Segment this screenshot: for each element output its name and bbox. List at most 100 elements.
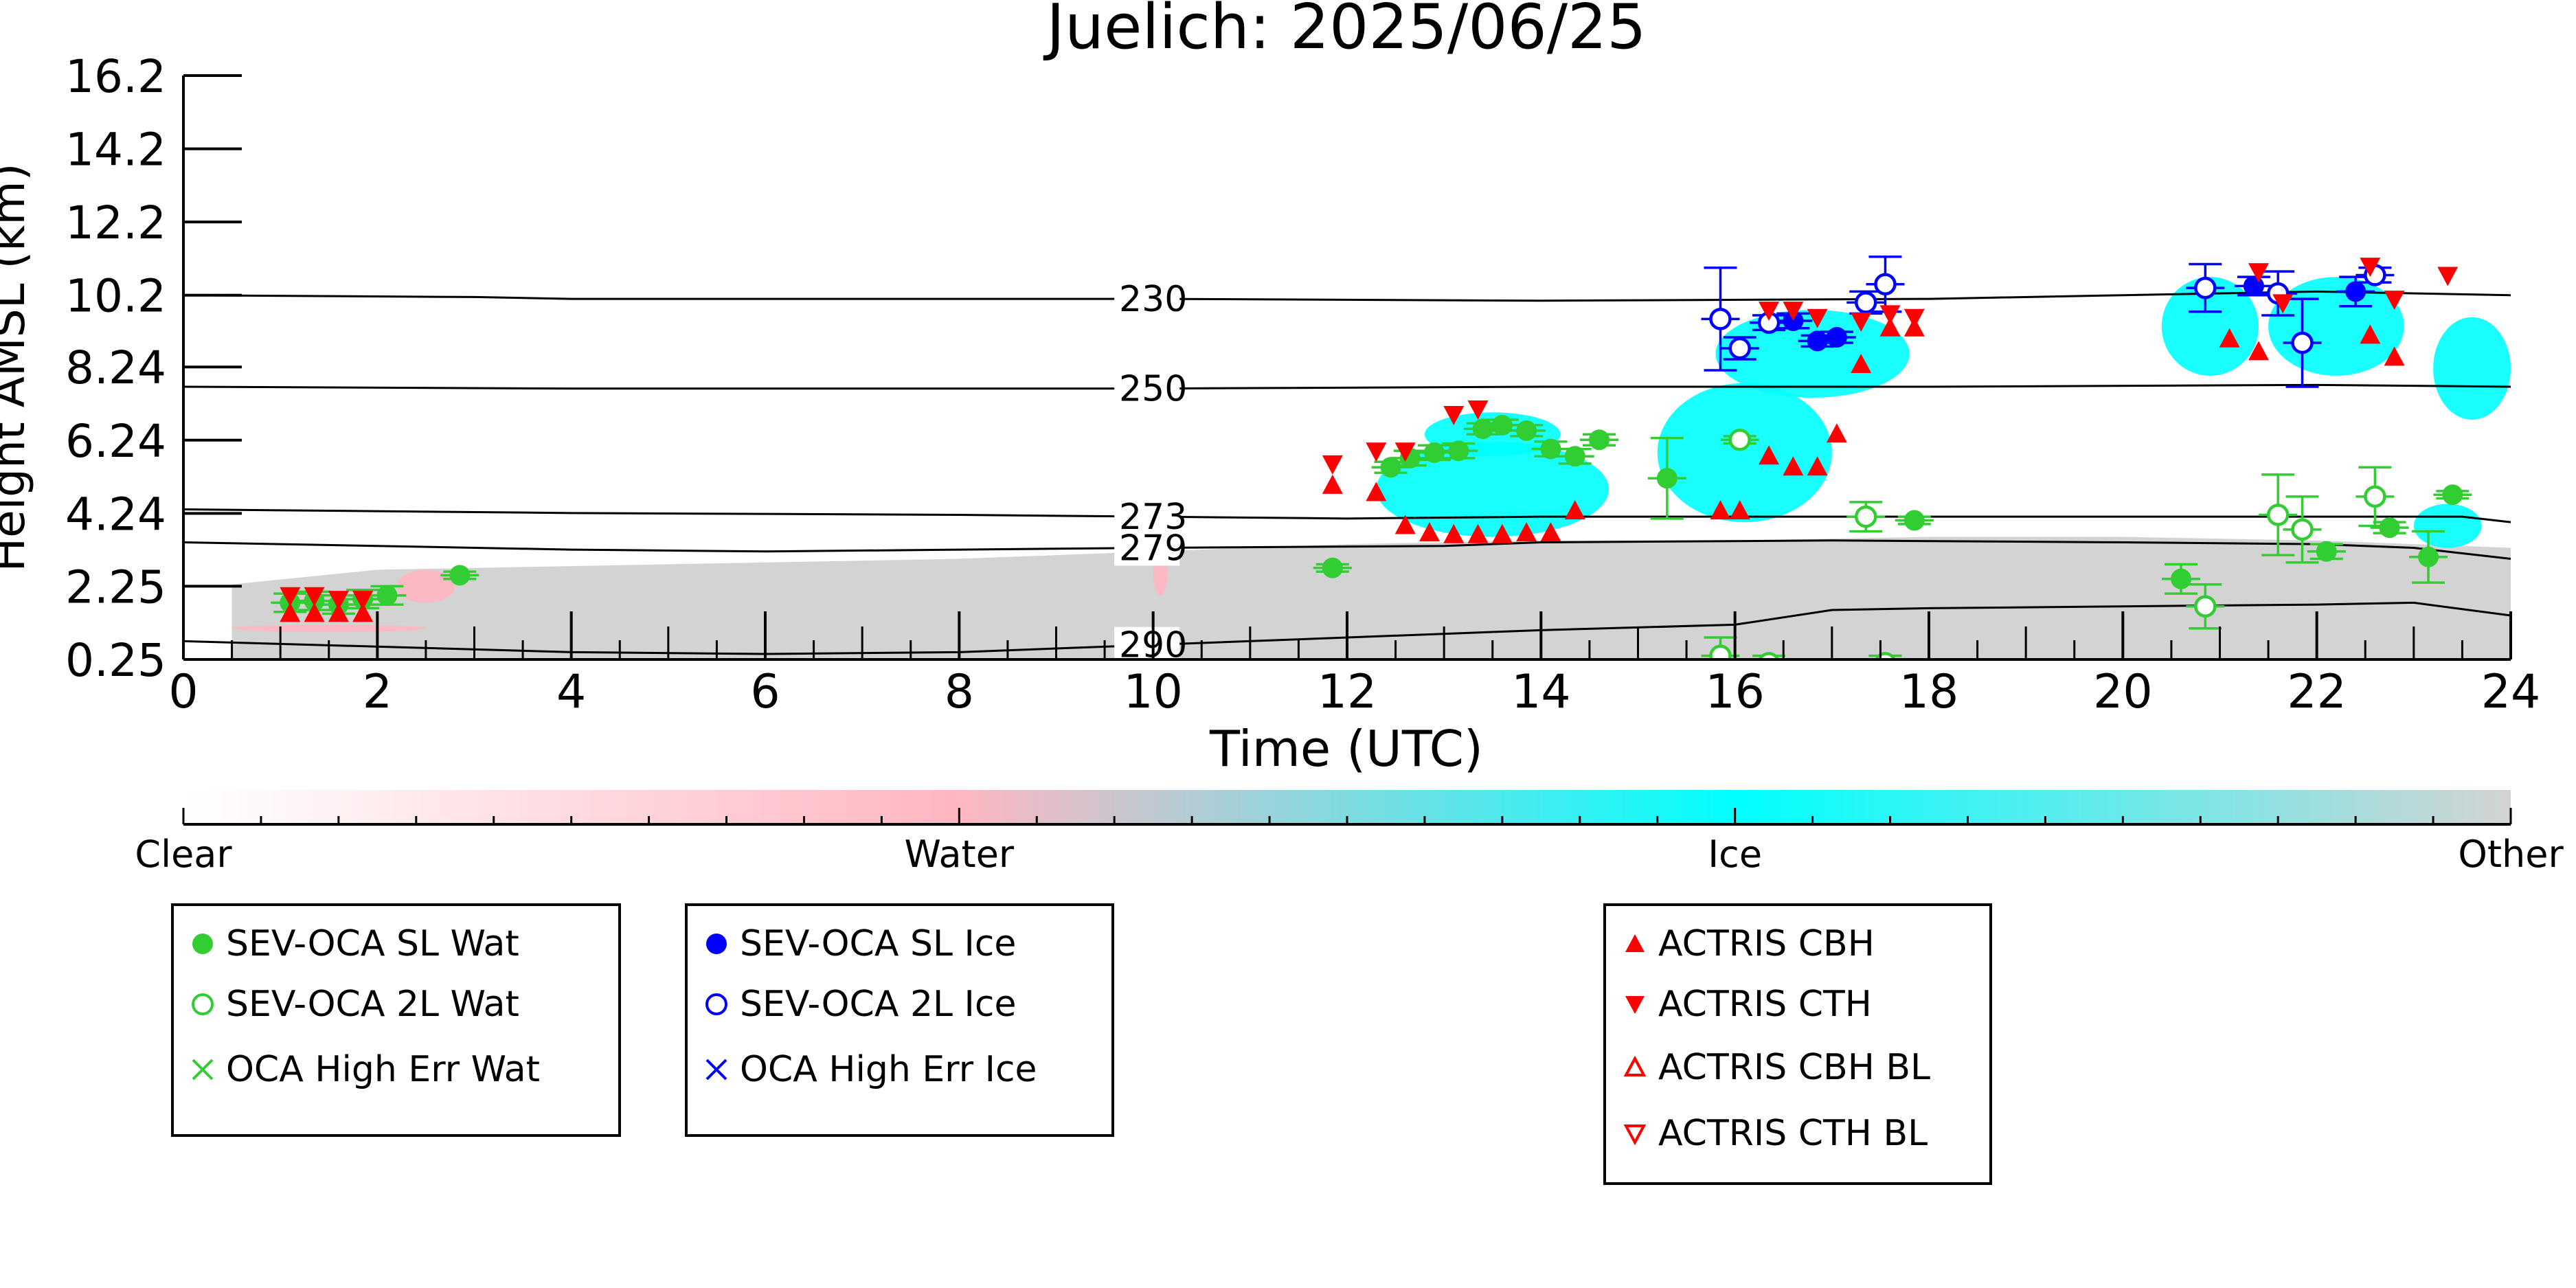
- chart-title: Juelich: 2025/06/25: [1043, 0, 1646, 63]
- isotherm-label-bg: [1114, 499, 1180, 535]
- marker-actris-cth: [1807, 308, 1828, 328]
- marker-sev-oca-sl-ice: [1826, 327, 1847, 348]
- marker-actris-cth: [1759, 302, 1780, 321]
- isotherm-line: [183, 508, 2511, 523]
- open-circle-icon: [192, 993, 214, 1015]
- marker-sev-oca-sl-wat: [2379, 517, 2400, 539]
- marker-actris-cbh: [1851, 354, 1872, 374]
- marker-sev-oca-sl-wat: [1540, 438, 1561, 460]
- marker-sev-oca-sl-ice: [1807, 330, 1828, 352]
- marker-sev-oca-sl-wat: [1448, 440, 1469, 462]
- marker-sev-oca-2l-ice: [1874, 273, 1897, 296]
- marker-actris-cbh: [1394, 515, 1416, 534]
- marker-sev-oca-2l-ice: [1728, 337, 1751, 360]
- marker-actris-cbh: [2219, 328, 2240, 348]
- region-water-blob: [396, 569, 455, 603]
- marker-sev-oca-2l-wat: [1758, 652, 1780, 659]
- legend-actris: ACTRIS CBH ACTRIS CTH ACTRIS CBH BL ACTR…: [1603, 903, 1992, 1185]
- x-tick-label: 2: [363, 665, 392, 719]
- marker-actris-cbh: [304, 602, 325, 622]
- filled-circle-icon: [192, 934, 213, 954]
- marker-actris-cth: [2384, 291, 2405, 310]
- colorbar-label: Other: [2458, 833, 2564, 876]
- marker-sev-oca-sl-wat: [2316, 541, 2337, 562]
- marker-sev-oca-2l-wat: [2291, 518, 2314, 541]
- marker-actris-cth: [2272, 294, 2294, 314]
- x-axis-label: Time (UTC): [1209, 720, 1483, 778]
- marker-actris-cbh: [2384, 346, 2405, 366]
- x-tick-label: 14: [1511, 665, 1571, 719]
- marker-actris-cth: [2437, 267, 2459, 286]
- marker-actris-cbh: [1564, 500, 1585, 520]
- marker-actris-cth: [1443, 405, 1465, 425]
- cloudnet-classification-layer: [231, 277, 2511, 659]
- axes: 0 2 4 6 8 10 12 14 16 18 20 22 24 0.252.254.246.248.…: [65, 50, 2540, 719]
- legend-item: SEV-OCA SL Wat: [188, 920, 519, 968]
- marker-actris-cbh: [1807, 456, 1828, 476]
- marker-sev-oca-sl-wat: [1424, 442, 1445, 463]
- y-tick-label: 14.2: [65, 124, 166, 177]
- open-circle-icon: [705, 993, 727, 1015]
- marker-sev-oca-sl-wat: [2418, 546, 2439, 567]
- legend-label: SEV-OCA 2L Ice: [740, 984, 1017, 1025]
- marker-sev-oca-sl-wat: [2442, 484, 2463, 506]
- x-tick-label: 22: [2287, 665, 2347, 719]
- legend-item: ACTRIS CBH BL: [1620, 1043, 1930, 1092]
- legend-item: ACTRIS CTH: [1620, 980, 1872, 1028]
- marker-sev-oca-sl-wat: [1656, 468, 1677, 489]
- marker-actris-cbh: [1729, 500, 1750, 520]
- marker-sev-oca-2l-ice: [1854, 291, 1877, 314]
- legend-item: ACTRIS CBH: [1620, 920, 1875, 968]
- x-tick-label: 24: [2481, 665, 2541, 719]
- marker-sev-oca-sl-wat: [1589, 429, 1610, 451]
- marker-actris-cth: [1903, 308, 1925, 328]
- y-axis-label: Height AMSL (km): [0, 163, 35, 572]
- marker-actris-cbh: [328, 602, 349, 622]
- marker-actris-cth: [280, 587, 301, 607]
- isotherm-label-bg: [1114, 281, 1180, 317]
- legend-label: SEV-OCA SL Ice: [740, 923, 1017, 964]
- marker-actris-cth: [328, 591, 349, 611]
- marker-actris-cbh: [1516, 522, 1537, 542]
- legend-label: ACTRIS CTH: [1658, 984, 1872, 1025]
- marker-actris-cbh: [2360, 324, 2381, 344]
- marker-sev-oca-sl-wat: [1322, 557, 1343, 578]
- marker-actris-cbh: [1826, 423, 1847, 443]
- marker-actris-cbh: [1419, 522, 1440, 542]
- isotherm-line: [183, 383, 2511, 390]
- legend-label: ACTRIS CTH BL: [1658, 1113, 1928, 1154]
- legend-label: OCA High Err Wat: [226, 1049, 540, 1090]
- isotherm-label: 250: [1119, 369, 1187, 410]
- marker-actris-cbh: [1710, 500, 1731, 520]
- y-tick-label: 16.2: [65, 50, 166, 103]
- marker-sev-oca-2l-ice: [1709, 308, 1732, 330]
- legend-label: SEV-OCA SL Wat: [226, 923, 519, 964]
- marker-sev-oca-2l-wat: [1709, 644, 1732, 659]
- marker-actris-cbh: [1783, 456, 1804, 476]
- isotherm-label-bg: [1114, 530, 1180, 566]
- marker-actris-cbh: [1540, 522, 1561, 542]
- region-water-blob: [231, 624, 426, 633]
- legend-ice: SEV-OCA SL Ice SEV-OCA 2L Ice OCA High E…: [685, 903, 1114, 1137]
- marker-sev-oca-2l-wat: [1875, 652, 1896, 659]
- y-tick-label: 8.24: [65, 341, 166, 394]
- x-tick-label: 18: [1899, 665, 1959, 719]
- marker-actris-cth: [1467, 400, 1489, 420]
- legend-label: ACTRIS CBH BL: [1658, 1047, 1930, 1088]
- filled-circle-icon: [706, 934, 727, 954]
- colorbar-label: Ice: [1708, 833, 1762, 876]
- legend-label: ACTRIS CBH: [1658, 923, 1875, 964]
- x-tick-label: 12: [1318, 665, 1377, 719]
- region-ice-blob: [2161, 277, 2259, 376]
- colorbar-ticks: [182, 808, 2512, 824]
- marker-actris-cbh: [2248, 341, 2269, 361]
- x-tick-label: 4: [556, 665, 586, 719]
- marker-actris-cth: [1851, 313, 1872, 332]
- triangle-up-filled-icon: [1625, 934, 1645, 952]
- marker-sev-oca-2l-wat: [2266, 504, 2290, 526]
- y-tick-label: 0.25: [65, 634, 166, 687]
- marker-actris-cth: [1783, 302, 1804, 321]
